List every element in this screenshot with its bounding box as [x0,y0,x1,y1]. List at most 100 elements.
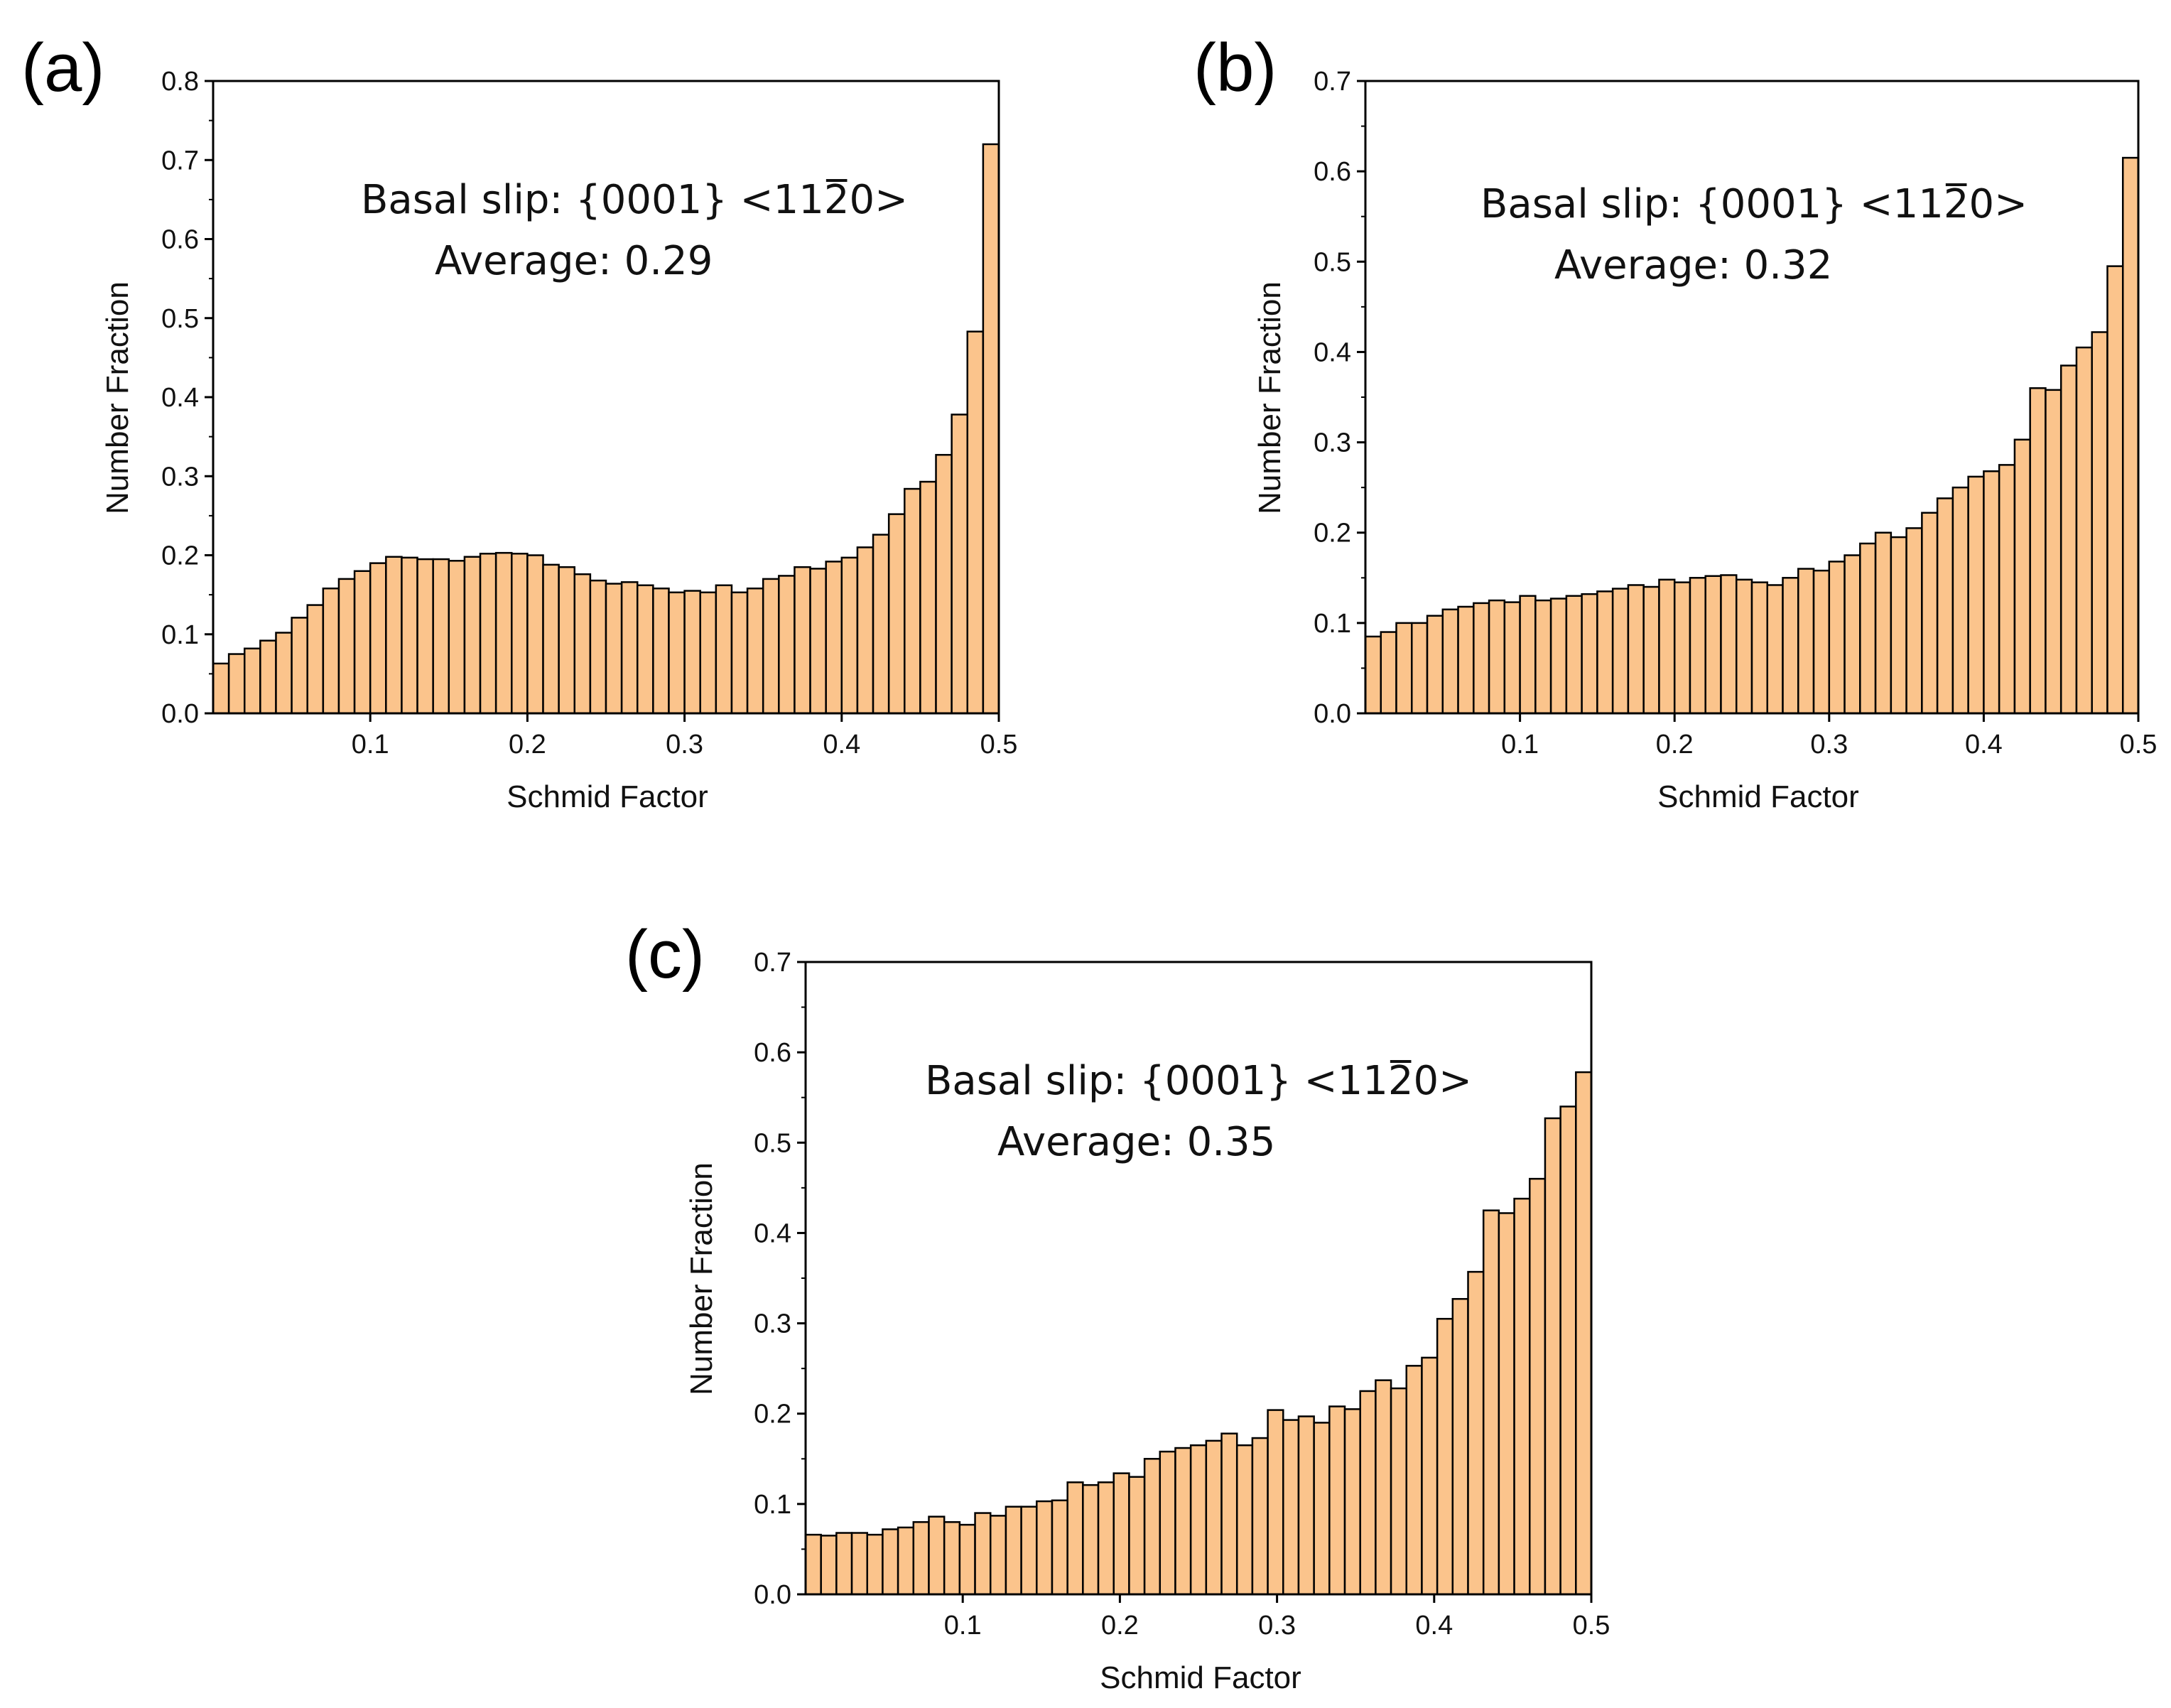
histogram-bar [1174,1447,1192,1596]
y-tick-label: 0.1 [754,1490,791,1520]
histogram-bar [620,581,639,715]
histogram-bar [1395,622,1413,715]
y-tick-label: 0.7 [161,146,199,175]
histogram-bar [1267,1409,1284,1596]
slip-system-annotation: Basal slip: {0001} <1120> [1480,181,2027,227]
histogram-bar [227,653,246,715]
histogram-bar [1036,1500,1054,1596]
histogram-bar [1828,561,1846,715]
histogram-bar [1611,588,1630,715]
histogram-bar [958,1523,976,1596]
histogram-bar [636,584,654,715]
histogram-bar [1328,1405,1346,1596]
histogram-bar [1143,1458,1162,1596]
histogram-bar [1498,1212,1515,1596]
histogram-bar [1782,577,1799,715]
histogram-bar [401,556,418,715]
histogram-bar [762,578,780,715]
histogram-bar [1642,585,1660,715]
y-tick-label: 0.6 [161,225,199,255]
y-tick-label: 0.4 [754,1218,791,1248]
x-tick-label: 0.2 [509,730,546,760]
x-axis-label: Schmid Factor [507,779,708,814]
histogram-bar [1627,584,1645,715]
histogram-bar [1488,599,1506,715]
histogram-bar [448,560,466,715]
y-tick-label: 0.5 [161,304,199,334]
histogram-bar [730,591,749,715]
histogram-bar [1451,1297,1469,1596]
histogram-bar [1967,475,1985,715]
histogram-bar [668,591,686,715]
x-tick-label: 0.3 [1810,730,1848,760]
histogram-bar [1205,1439,1223,1596]
histogram-bar [1097,1481,1115,1596]
histogram-bar [463,556,482,715]
histogram-bar [2013,438,2031,715]
histogram-bar [275,632,293,715]
histogram-bar [589,579,607,715]
histogram-bar [1359,1390,1377,1596]
histogram-bar [935,453,953,715]
histogram-bar [2075,346,2093,715]
histogram-bar [1559,1106,1577,1596]
histogram-bar [1998,464,2016,715]
histogram-bar [1220,1432,1238,1596]
histogram-bar [1983,470,2001,715]
y-tick-label: 0.5 [754,1128,791,1158]
x-tick-label: 0.5 [980,730,1018,760]
histogram-bar [2059,364,2078,715]
histogram-bar [1704,575,1722,715]
histogram-bar [573,573,592,715]
histogram-bar [850,1532,869,1596]
slip-system-annotation: Basal slip: {0001} <1120> [361,177,908,223]
histogram-bar [1890,536,1907,715]
histogram-bar [1020,1506,1038,1596]
histogram-bar [887,513,906,715]
histogram-bar [1112,1472,1130,1596]
histogram-bar [2121,156,2140,715]
histogram-bar [912,1521,930,1596]
histogram-bar [511,553,529,715]
histogram-bar [872,534,890,715]
histogram-bar [369,562,387,715]
histogram-bar [928,1515,946,1596]
histogram-bar [558,566,576,715]
histogram-bar [919,480,937,715]
y-axis-label: Number Fraction [684,1162,719,1395]
histogram-bar [1951,486,1969,715]
histogram-bar [882,1528,899,1596]
histogram-bar [1812,569,1831,715]
x-tick-label: 0.1 [1501,730,1539,760]
x-tick-label: 0.4 [823,730,860,760]
histogram-bar [809,568,827,715]
histogram-bar [1467,1270,1485,1596]
histogram-bar [966,330,985,715]
x-tick-label: 0.3 [1258,1611,1296,1641]
histogram-bar [652,587,670,715]
histogram-bar [1750,581,1769,715]
x-tick-label: 0.1 [352,730,389,760]
chart-panel-c: 0.0 0.1 0.2 0.3 0.4 0.5 0.6 0.7 0.1 0.2 0.3 0.4 0.5 S… [625,917,1610,1695]
histogram-bar [526,554,544,715]
histogram-bar [1473,602,1490,715]
histogram-bar [989,1515,1007,1596]
y-axis-label: Number Fraction [1252,281,1287,514]
histogram-bar [1766,584,1784,715]
histogram-bar [1797,568,1815,715]
histogram-bar [683,590,701,715]
y-tick-label: 0.0 [1314,699,1351,729]
histogram-bar [353,570,372,715]
histogram-bar [1128,1476,1146,1596]
y-tick-label: 0.3 [754,1309,791,1339]
histogram-bar [840,556,859,715]
histogram-bar [1565,595,1583,715]
histogram-bar [1441,608,1459,715]
histogram-bar [1921,512,1939,715]
histogram-bar [1313,1422,1331,1596]
histogram-bar [904,487,921,715]
x-tick-label: 0.3 [666,730,703,760]
chart-panel-a: 0.0 0.1 0.2 0.3 0.4 0.5 0.6 0.7 0.8 0.1 0.2 0.3 0.4 0… [21,30,1017,814]
histogram-bar [1549,598,1568,715]
histogram-bar [1529,1177,1547,1596]
